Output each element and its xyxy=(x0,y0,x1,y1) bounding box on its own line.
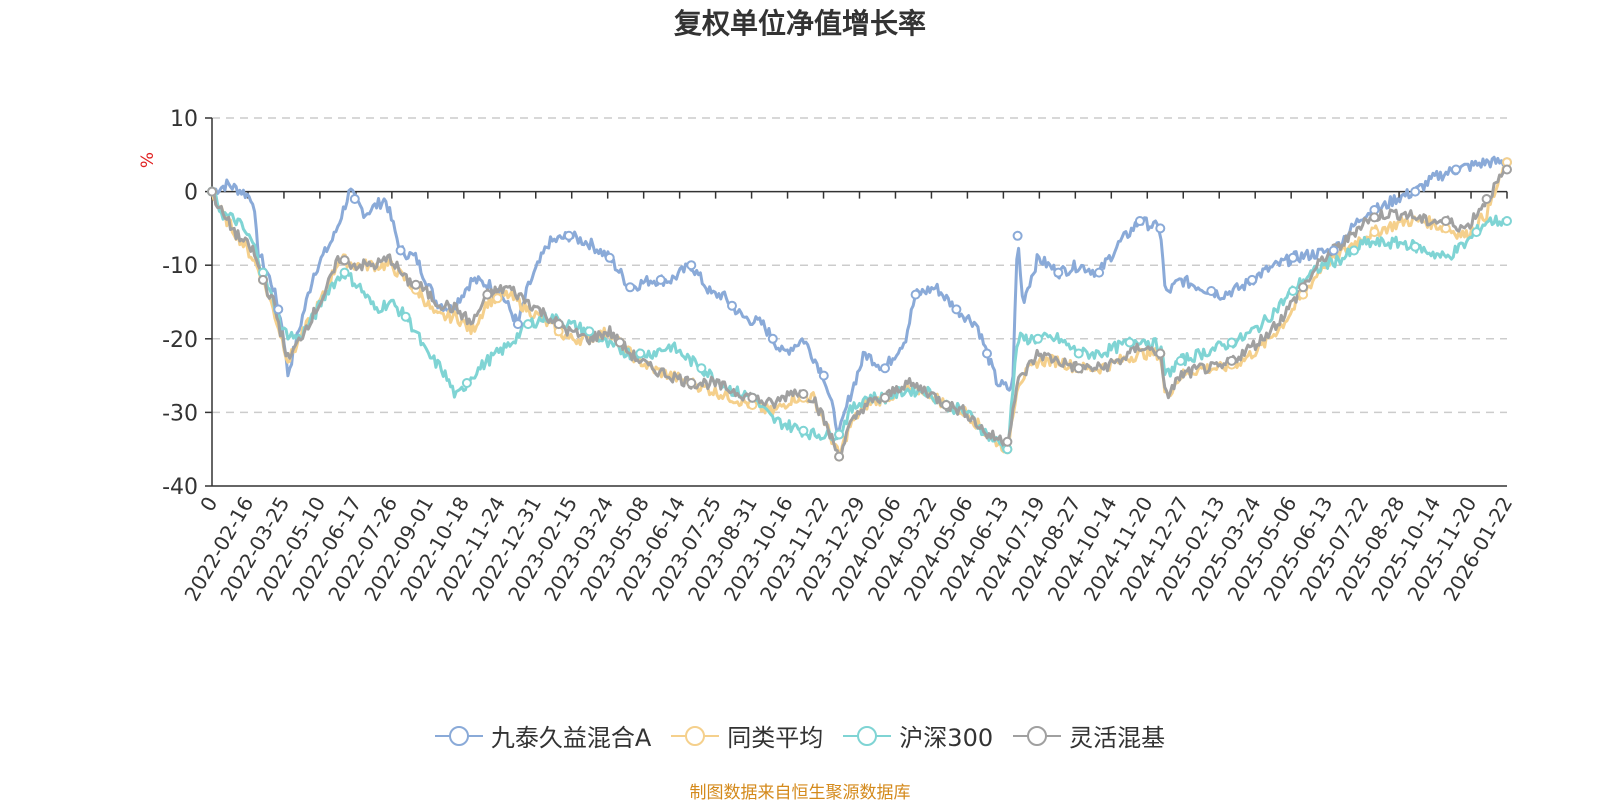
series-marker xyxy=(1073,363,1084,374)
series-line-0 xyxy=(211,155,1508,435)
legend-item-flexible-hybrid[interactable]: 灵活混基 xyxy=(1013,718,1165,753)
series-marker xyxy=(273,304,284,315)
legend-label: 灵活混基 xyxy=(1069,724,1166,752)
y-tick-label: -30 xyxy=(162,401,198,426)
y-tick-label: 0 xyxy=(184,181,198,206)
series-marker xyxy=(798,389,809,399)
series-marker xyxy=(1287,286,1298,296)
series-marker xyxy=(818,370,829,381)
series-marker xyxy=(635,348,646,359)
series-marker xyxy=(523,319,534,330)
series-marker xyxy=(625,282,636,293)
series-marker xyxy=(1155,223,1166,234)
series-marker xyxy=(400,311,411,322)
series-marker xyxy=(1175,355,1186,366)
series-marker xyxy=(1369,212,1380,223)
series-marker xyxy=(1134,216,1145,226)
series-marker xyxy=(584,326,595,337)
series-marker xyxy=(1287,252,1298,263)
series-marker xyxy=(880,392,890,403)
y-tick-label: -10 xyxy=(162,254,198,279)
series-marker xyxy=(686,378,697,388)
series-marker xyxy=(798,425,809,436)
series-marker xyxy=(512,319,523,330)
series-marker xyxy=(767,333,778,344)
series-marker xyxy=(747,392,758,403)
legend-line-circle-icon xyxy=(671,725,720,746)
chart-title: 复权单位净值增长率 xyxy=(673,7,926,40)
series-marker xyxy=(563,230,574,241)
series-marker xyxy=(410,279,421,290)
series-marker xyxy=(1349,245,1359,256)
series-marker xyxy=(461,378,472,388)
series-marker xyxy=(482,289,493,300)
x-tick-label: 0 xyxy=(195,493,222,516)
series-marker xyxy=(1298,282,1309,293)
series-marker xyxy=(1053,267,1064,278)
legend-line-circle-icon xyxy=(434,725,483,746)
series-marker xyxy=(1410,186,1421,197)
marker-layer xyxy=(207,157,1512,462)
series-marker xyxy=(349,194,360,204)
series-marker xyxy=(1481,194,1492,204)
series-marker xyxy=(910,289,921,300)
series-marker xyxy=(553,319,564,330)
series-marker xyxy=(1094,267,1105,278)
series-marker xyxy=(941,400,952,410)
series-marker xyxy=(696,363,707,374)
series-marker xyxy=(1012,230,1023,241)
series-marker xyxy=(880,363,890,374)
series-marker xyxy=(1002,436,1013,447)
series-marker xyxy=(1226,355,1237,366)
series-marker xyxy=(339,267,350,278)
series-marker xyxy=(1124,337,1135,348)
y-tick-label: -40 xyxy=(162,475,198,500)
legend-line-circle-icon xyxy=(843,725,892,746)
legend-item-csi300[interactable]: 沪深300 xyxy=(843,718,993,753)
series-marker xyxy=(1247,274,1258,285)
series-marker xyxy=(614,337,625,348)
series-line-3 xyxy=(211,167,1508,460)
series-marker xyxy=(492,293,503,304)
series-marker xyxy=(1206,286,1217,296)
series-marker xyxy=(1451,164,1461,175)
series-marker xyxy=(1369,227,1380,238)
series-marker xyxy=(339,255,350,266)
legend-item-fund[interactable]: 九泰久益混合A xyxy=(434,718,652,753)
legend: 九泰久益混合A 同类平均 沪深300 灵活混基 xyxy=(0,718,1600,753)
series-marker xyxy=(1328,245,1339,256)
legend-label: 沪深300 xyxy=(899,724,994,752)
series-marker xyxy=(1502,216,1512,226)
legend-item-peer-average[interactable]: 同类平均 xyxy=(671,718,823,753)
series-marker xyxy=(1073,348,1084,359)
series-marker xyxy=(1502,164,1512,175)
source-note: 制图数据来自恒生聚源数据库 xyxy=(689,783,911,803)
series-marker xyxy=(1032,333,1043,344)
series-marker xyxy=(982,348,992,359)
series-marker xyxy=(1155,348,1166,359)
series-marker xyxy=(834,451,845,462)
series-marker xyxy=(834,429,845,440)
series-marker xyxy=(951,304,962,315)
series-marker xyxy=(1410,241,1421,252)
axis-layer: 100-10-20-30-4002022-02-162022-03-252022… xyxy=(162,107,1517,605)
legend-line-circle-icon xyxy=(1013,725,1062,746)
series-layer xyxy=(210,155,1509,460)
series-marker xyxy=(686,260,697,271)
series-marker xyxy=(258,274,268,285)
series-marker xyxy=(1440,216,1451,226)
series-marker xyxy=(727,300,737,311)
series-marker xyxy=(207,186,217,197)
legend-label: 同类平均 xyxy=(727,724,824,752)
series-marker xyxy=(1226,337,1237,348)
legend-label: 九泰久益混合A xyxy=(490,724,652,752)
series-marker xyxy=(604,252,615,263)
series-marker xyxy=(1471,227,1482,238)
y-tick-label: -20 xyxy=(162,328,198,353)
series-marker xyxy=(655,274,666,285)
series-marker xyxy=(395,245,406,256)
y-tick-label: 10 xyxy=(170,107,198,132)
